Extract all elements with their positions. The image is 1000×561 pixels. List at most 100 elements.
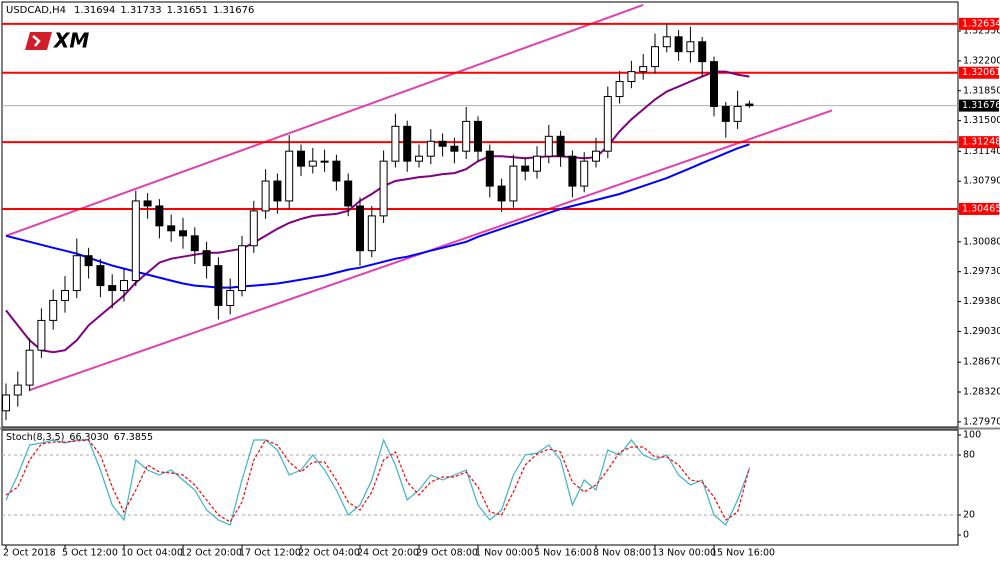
- level-label: 1.32061: [962, 67, 1000, 78]
- candle-body: [179, 230, 187, 237]
- stoch-d-readout: 67.3855: [114, 432, 153, 443]
- stoch-line: [5, 438, 750, 526]
- y-tick-label: 1.32200: [963, 55, 1000, 66]
- moving-average: [5, 70, 750, 354]
- x-tick-label: 2 Oct 2018: [3, 548, 56, 559]
- level-label: 1.30465: [962, 203, 1000, 214]
- candle-body: [603, 95, 612, 152]
- x-tick-label: 5 Nov 16:00: [534, 548, 592, 559]
- candle-body: [639, 66, 648, 73]
- level-label-box: [959, 66, 999, 79]
- candle-body: [155, 205, 164, 227]
- candle-body: [686, 41, 695, 53]
- stoch-plot: [2, 438, 958, 526]
- candle-body: [320, 160, 329, 163]
- x-tick-label: 13 Nov 00:00: [652, 548, 716, 559]
- candle-body: [651, 46, 659, 68]
- candle-body: [710, 61, 718, 107]
- x-tick-label: 24 Oct 20:00: [357, 548, 419, 559]
- candle-body: [143, 200, 152, 207]
- y-tick-label: 1.29380: [963, 296, 1000, 307]
- candle-body: [533, 155, 541, 172]
- candle-body: [698, 41, 707, 63]
- candle-body: [72, 255, 81, 292]
- level-label-box: [959, 17, 999, 30]
- y-tick-label: 1.31500: [963, 115, 1000, 126]
- main-plot: [2, 3, 958, 421]
- candle-body: [544, 135, 553, 157]
- logo: XM: [25, 29, 89, 53]
- level-label-box: [959, 202, 999, 215]
- candle-body: [379, 160, 388, 217]
- candle-body: [49, 299, 58, 321]
- candle-body: [249, 210, 258, 247]
- candle-body: [627, 71, 636, 83]
- stoch-header: Stoch(8,3,5) 66.3030 67.3855: [6, 432, 153, 443]
- candle-body: [450, 145, 459, 152]
- candle-body: [391, 125, 400, 162]
- candle-body: [674, 36, 683, 53]
- candle-body: [108, 285, 117, 292]
- price-axis: 1.32550 1.32200 1.31850 1.31500 1.31140 1.307…: [958, 17, 1000, 541]
- stoch-line: [5, 439, 750, 523]
- y-tick-label: 1.31140: [963, 146, 1000, 157]
- candle-body: [37, 319, 46, 351]
- candle-body: [592, 150, 600, 162]
- level-label: 1.31248: [962, 137, 1000, 148]
- current-price-label: 1.31676: [962, 100, 1000, 111]
- candle-body: [131, 200, 140, 282]
- y-tick-label: 1.32550: [963, 26, 1000, 37]
- candle-body: [273, 180, 282, 202]
- candle-body: [367, 215, 376, 252]
- x-tick-label: 17 Oct 12:00: [239, 548, 301, 559]
- stoch-tick-label: 100: [963, 430, 981, 441]
- candle-body: [662, 36, 671, 48]
- candle-body: [568, 155, 577, 187]
- header-close: 1.31676: [213, 5, 254, 16]
- candle-body: [13, 384, 22, 396]
- candle-body: [2, 394, 10, 412]
- candle-body: [25, 349, 34, 386]
- trendline: [5, 3, 644, 237]
- candle-body: [214, 265, 223, 306]
- x-tick-label: 8 Nov 08:00: [593, 548, 651, 559]
- x-tick-label: 22 Oct 04:00: [298, 548, 360, 559]
- candle-body: [403, 125, 412, 162]
- candle-body: [556, 135, 565, 157]
- candle-body: [285, 150, 294, 202]
- stoch-tick-label: 80: [963, 450, 975, 461]
- candle-body: [521, 165, 530, 172]
- candle-body: [615, 81, 624, 97]
- header-low: 1.31651: [167, 5, 208, 16]
- y-tick-label: 1.30790: [963, 176, 1000, 187]
- current-price-box: [959, 99, 999, 112]
- candle-body: [438, 140, 447, 147]
- candle-body: [308, 160, 317, 167]
- candle-body: [238, 245, 246, 292]
- x-tick-label: 1 Nov 00:00: [475, 548, 533, 559]
- candle-body: [96, 265, 105, 287]
- candle-body: [745, 103, 754, 107]
- candle-body: [462, 120, 471, 152]
- y-tick-label: 1.27970: [963, 416, 1000, 427]
- header: USDCAD,H4 1.31694 1.31733 1.31651 1.31676: [6, 5, 254, 16]
- y-tick-label: 1.29030: [963, 326, 1000, 337]
- logo-text: XM: [52, 29, 89, 53]
- candle-body: [485, 150, 494, 187]
- level-label: 1.32634: [962, 18, 1000, 29]
- candle-body: [190, 235, 199, 252]
- x-tick-label: 29 Oct 08:00: [416, 548, 478, 559]
- y-tick-label: 1.30080: [963, 236, 1000, 247]
- moving-average: [5, 143, 750, 289]
- candle-body: [509, 165, 518, 202]
- y-tick-label: 1.28670: [963, 357, 1000, 368]
- x-tick-label: 12 Oct 20:00: [180, 548, 242, 559]
- header-open: 1.31694: [74, 5, 115, 16]
- symbol: USDCAD,H4: [6, 5, 66, 16]
- x-tick-label: 5 Oct 12:00: [62, 548, 118, 559]
- stoch-tick-label: 20: [963, 510, 975, 521]
- y-tick-label: 1.28320: [963, 387, 1000, 398]
